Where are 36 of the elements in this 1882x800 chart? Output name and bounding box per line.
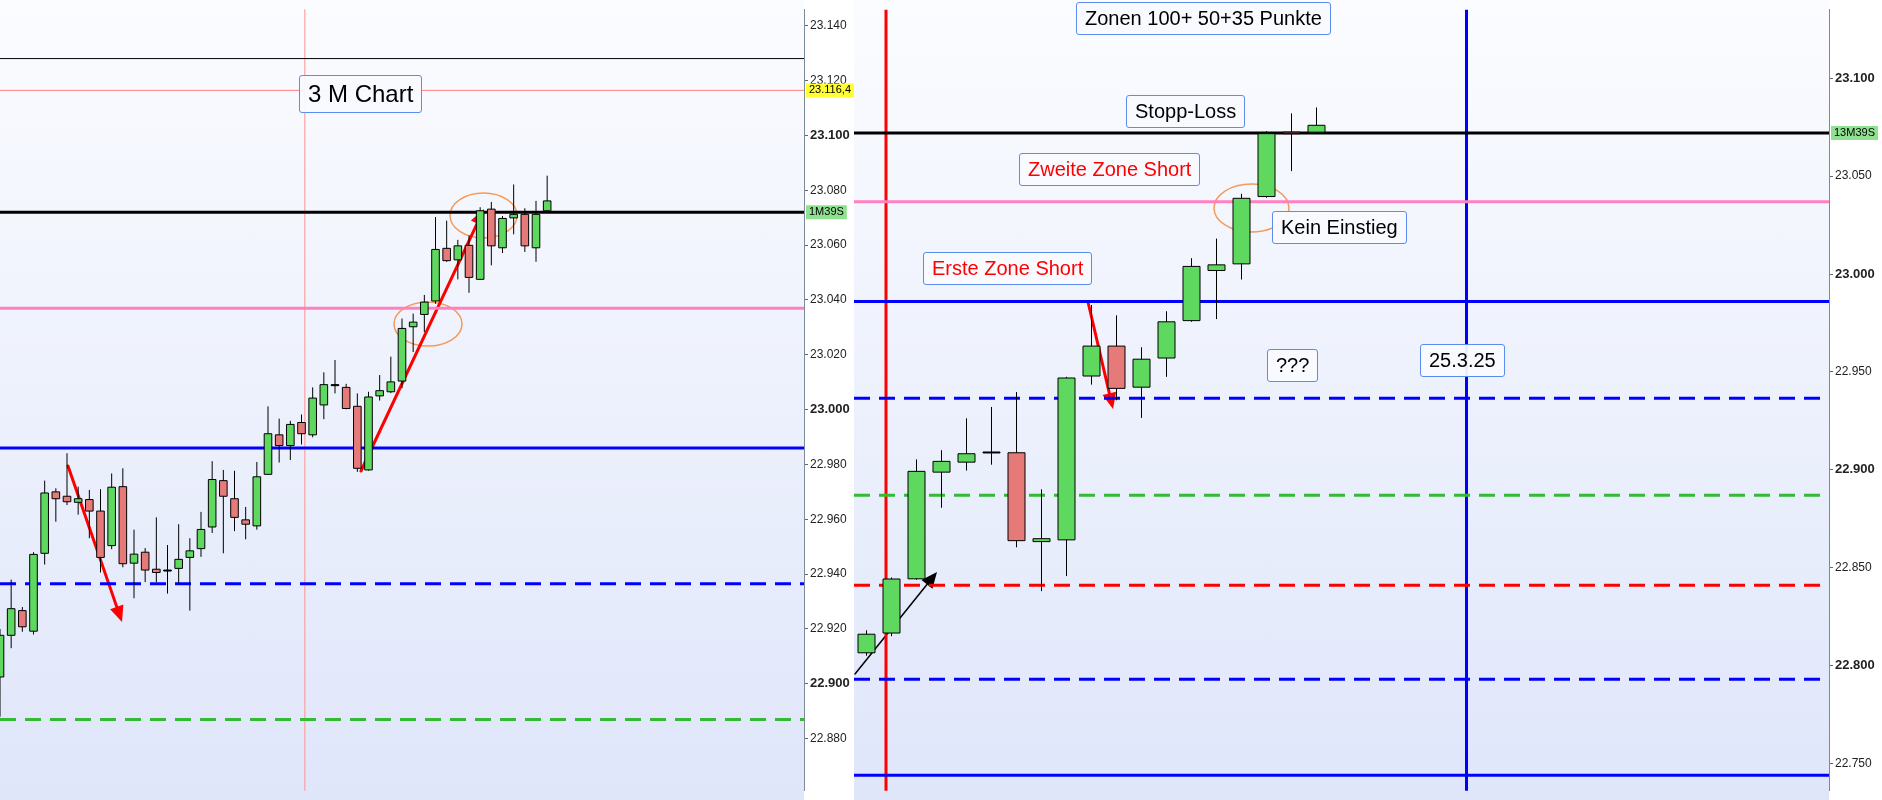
y-tick-label: 23.140 xyxy=(810,17,848,32)
candlestick xyxy=(219,469,228,554)
y-tick-label: 22.950 xyxy=(1835,364,1873,379)
y-tick-label: 22.900 xyxy=(1835,461,1875,477)
y-tick-label: 22.850 xyxy=(1835,559,1873,574)
annotation: Stopp-Loss xyxy=(1126,95,1246,128)
y-tick-label: 23.060 xyxy=(810,237,848,252)
annotation: Zonen 100+ 50+35 Punkte xyxy=(1076,2,1331,35)
y-tick-label: 22.980 xyxy=(810,456,848,471)
y-tick-label: 22.750 xyxy=(1835,755,1873,770)
y-tick-label: 22.900 xyxy=(810,675,850,691)
y-tick-label: 22.800 xyxy=(1835,657,1875,673)
y-tick-label: 23.080 xyxy=(810,182,848,197)
ref-line-label: 13M39S xyxy=(1834,126,1875,139)
candlestick xyxy=(241,506,250,540)
annotation: 3 M Chart xyxy=(299,75,423,113)
annotation: 25.3.25 xyxy=(1420,344,1505,377)
annotation: Zweite Zone Short xyxy=(1019,153,1201,186)
annotation: Erste Zone Short xyxy=(923,252,1093,285)
y-tick-label: 23.000 xyxy=(810,401,850,417)
candlestick xyxy=(85,489,94,539)
y-tick-label: 23.050 xyxy=(1835,168,1873,183)
y-tick-label: 23.020 xyxy=(810,347,848,362)
y-tick-label: 22.960 xyxy=(810,511,848,526)
y-tick-label: 22.940 xyxy=(810,566,848,581)
y-tick-label: 23.100 xyxy=(810,126,850,142)
ref-line-label: 1M39S xyxy=(809,205,844,218)
y-tick-label: 23.000 xyxy=(1835,265,1875,281)
y-tick-label: 23.100 xyxy=(1835,69,1875,85)
annotation: ??? xyxy=(1267,349,1319,382)
ref-line-label: 23.116,4 xyxy=(809,83,852,96)
candlestick xyxy=(230,470,239,532)
y-tick-label: 22.920 xyxy=(810,621,848,636)
annotation: Kein Einstieg xyxy=(1272,211,1407,244)
y-tick-label: 22.880 xyxy=(810,731,848,746)
y-tick-label: 23.040 xyxy=(810,292,848,307)
